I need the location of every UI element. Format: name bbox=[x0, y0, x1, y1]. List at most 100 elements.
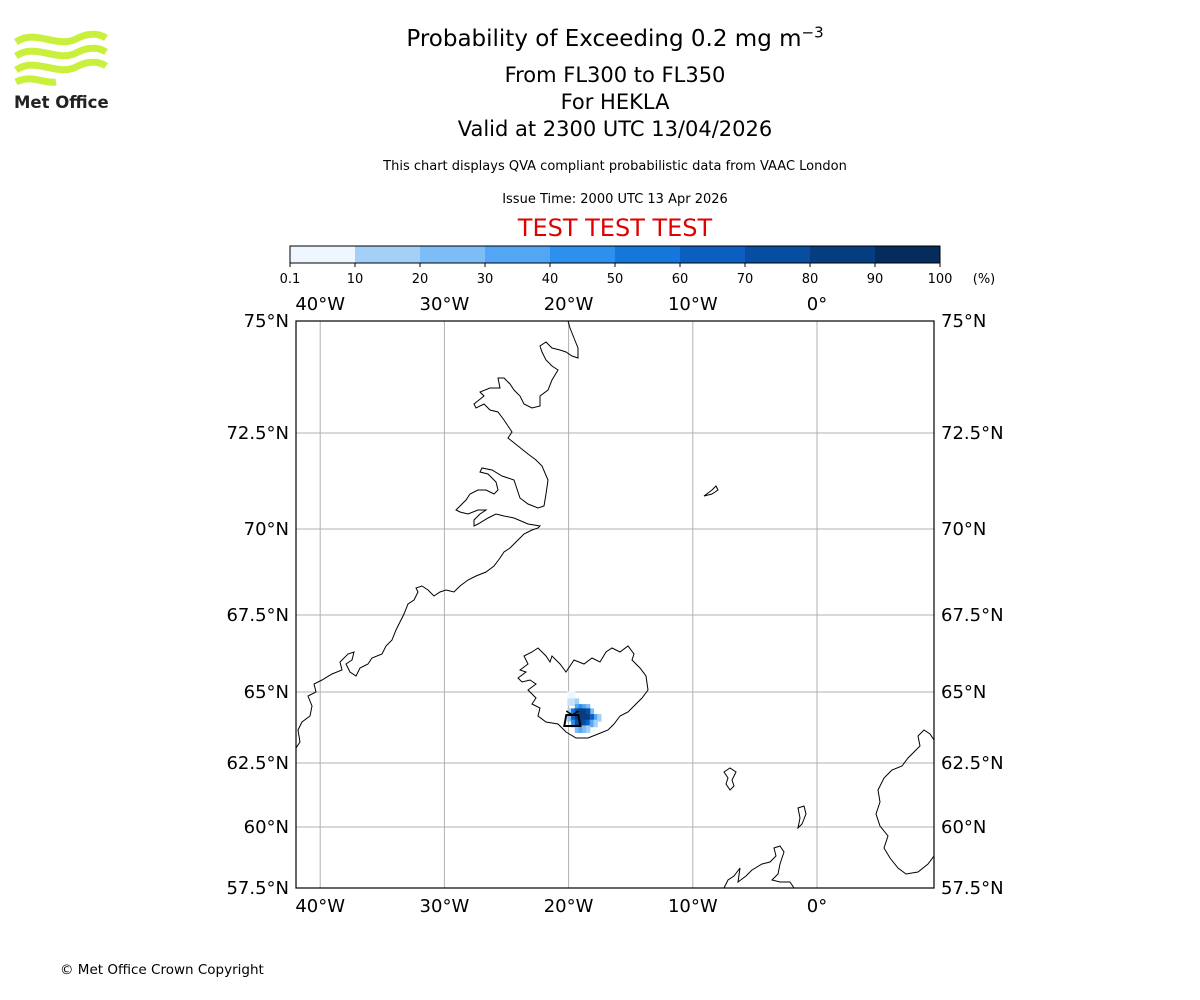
colorbar-tick-label: 80 bbox=[802, 272, 819, 287]
valid-time: Valid at 2300 UTC 13/04/2026 bbox=[457, 117, 773, 141]
coastline-greenland bbox=[296, 321, 579, 749]
latitude-label-left: 60°N bbox=[244, 817, 289, 838]
flight-level-range: From FL300 to FL350 bbox=[504, 63, 726, 87]
longitude-label-bottom: 30°W bbox=[420, 896, 470, 917]
colorbar-segment bbox=[810, 246, 876, 263]
plume-cell bbox=[578, 708, 583, 716]
axis-labels: 40°W 40°W 30°W 30°W 20°W 20°W 10°W 10°W 0° 0° 75°N… bbox=[226, 294, 1003, 917]
colorbar-segment bbox=[420, 246, 486, 263]
latitude-label-left: 57.5°N bbox=[226, 878, 289, 899]
issue-time: Issue Time: 2000 UTC 13 Apr 2026 bbox=[502, 192, 728, 207]
coastline-norway bbox=[875, 729, 934, 875]
longitude-label-bottom: 40°W bbox=[295, 896, 345, 917]
plume-cell bbox=[578, 704, 583, 712]
plume-cell bbox=[567, 698, 572, 706]
longitude-label-bottom: 20°W bbox=[544, 896, 594, 917]
plume-cell bbox=[574, 714, 580, 722]
longitude-label-bottom: 10°W bbox=[668, 896, 718, 917]
coastline-shetland bbox=[797, 805, 807, 830]
colorbar-segment bbox=[485, 246, 551, 263]
plume-cell bbox=[589, 719, 595, 728]
latitude-label-right: 60°N bbox=[941, 817, 986, 838]
plume-cell bbox=[578, 725, 583, 733]
map-panel: 40°W 40°W 30°W 30°W 20°W 20°W 10°W 10°W 0° 0° 75°N… bbox=[226, 294, 1003, 917]
plume-cell bbox=[585, 719, 591, 728]
plume-cell bbox=[567, 714, 572, 722]
colorbar-tick-label: 70 bbox=[737, 272, 754, 287]
plume-cell bbox=[574, 698, 580, 706]
colorbar-segment bbox=[550, 246, 616, 263]
volcano-name: For HEKLA bbox=[560, 90, 670, 114]
colorbar-tick-label: 100 bbox=[928, 272, 953, 287]
colorbar-tick-label: 90 bbox=[867, 272, 884, 287]
plume-cell bbox=[589, 714, 595, 722]
colorbar-tick-label: 20 bbox=[412, 272, 429, 287]
latitude-label-left: 75°N bbox=[244, 311, 289, 332]
latitude-label-right: 62.5°N bbox=[941, 753, 1004, 774]
longitude-label-top: 30°W bbox=[420, 294, 470, 315]
plume-cell bbox=[574, 719, 580, 728]
latitude-label-left: 62.5°N bbox=[226, 753, 289, 774]
plume-cell bbox=[578, 714, 583, 722]
chart-description: This chart displays QVA compliant probab… bbox=[383, 159, 847, 174]
colorbar-segment bbox=[355, 246, 421, 263]
plume-cell bbox=[593, 719, 598, 728]
plume-cell bbox=[585, 714, 591, 722]
colorbar-tick-label: 40 bbox=[542, 272, 559, 287]
plume-cell bbox=[585, 725, 591, 733]
plume-cell bbox=[571, 708, 576, 716]
latitude-label-left: 67.5°N bbox=[226, 605, 289, 626]
plume-cell bbox=[571, 691, 576, 699]
ash-probability-field bbox=[567, 691, 602, 733]
latitude-label-left: 70°N bbox=[244, 519, 289, 540]
colorbar-segment bbox=[745, 246, 811, 263]
plume-cell bbox=[585, 704, 591, 712]
colorbar-unit: (%) bbox=[973, 272, 996, 287]
latitude-label-left: 65°N bbox=[244, 682, 289, 703]
colorbar-tick-label: 10 bbox=[347, 272, 364, 287]
title-text: Probability of Exceeding 0.2 mg m bbox=[406, 26, 802, 52]
plume-cell bbox=[585, 708, 591, 716]
volcano-marker bbox=[563, 710, 582, 727]
colorbar-tick-label: 30 bbox=[477, 272, 494, 287]
plume-cell bbox=[582, 708, 587, 716]
plume-cell bbox=[574, 704, 580, 712]
plume-cell bbox=[582, 719, 587, 728]
coastline-jan-mayen bbox=[703, 485, 719, 497]
copyright: © Met Office Crown Copyright bbox=[60, 962, 264, 978]
plume-cell bbox=[582, 725, 587, 733]
latitude-label-right: 67.5°N bbox=[941, 605, 1004, 626]
latitude-label-right: 75°N bbox=[941, 311, 986, 332]
coastlines bbox=[296, 321, 934, 888]
colorbar-tick-label: 0.1 bbox=[280, 272, 301, 287]
colorbar: 0.1 10 20 30 40 50 60 70 80 90 100 (%) bbox=[280, 245, 996, 287]
longitude-label-top: 20°W bbox=[544, 294, 594, 315]
longitude-label-top: 0° bbox=[807, 294, 827, 315]
plume-cell bbox=[567, 708, 572, 716]
graticule bbox=[296, 320, 934, 889]
plume-cell bbox=[567, 691, 572, 699]
plume-cell bbox=[571, 698, 576, 706]
plume-cell bbox=[571, 714, 576, 722]
longitude-label-top: 40°W bbox=[295, 294, 345, 315]
plume-cell bbox=[571, 719, 576, 728]
plume-cell bbox=[574, 725, 580, 733]
latitude-label-right: 57.5°N bbox=[941, 878, 1004, 899]
chart-title: Probability of Exceeding 0.2 mg m−3 bbox=[0, 25, 1200, 52]
plume-cell bbox=[582, 704, 587, 712]
colorbar-segment bbox=[875, 246, 941, 263]
coastline-iceland bbox=[517, 645, 649, 739]
plume-cell bbox=[593, 714, 598, 722]
test-banner: TEST TEST TEST bbox=[517, 214, 713, 242]
latitude-label-right: 70°N bbox=[941, 519, 986, 540]
latitude-label-left: 72.5°N bbox=[226, 423, 289, 444]
met-office-logo: Met Office bbox=[13, 30, 110, 114]
coastline-scotland bbox=[723, 845, 795, 888]
colorbar-tick-label: 50 bbox=[607, 272, 624, 287]
longitude-label-bottom: 0° bbox=[807, 896, 827, 917]
longitude-label-top: 10°W bbox=[668, 294, 718, 315]
colorbar-tick-label: 60 bbox=[672, 272, 689, 287]
latitude-label-right: 65°N bbox=[941, 682, 986, 703]
plume-cell bbox=[589, 708, 595, 716]
